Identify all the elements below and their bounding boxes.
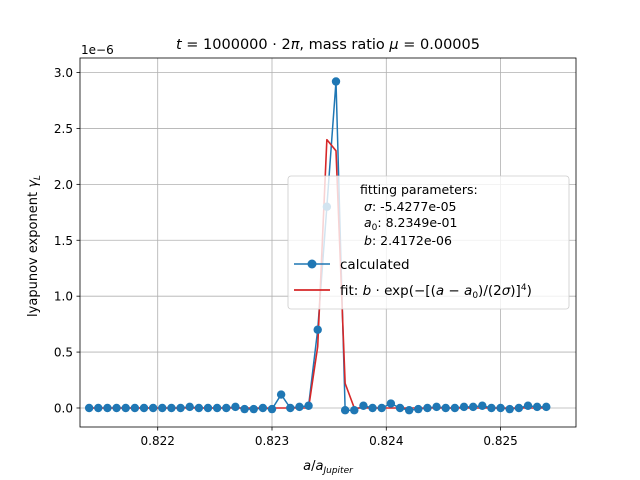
y-axis-label: lyapunov exponent γL — [26, 175, 43, 317]
data-point — [231, 402, 240, 412]
y-tick-label: 2.5 — [54, 122, 73, 136]
data-point — [286, 403, 295, 413]
data-point — [158, 403, 167, 413]
y-tick-label: 1.5 — [54, 234, 73, 248]
x-axis-label: a/aJupiter — [303, 459, 354, 476]
legend-box — [287, 175, 570, 310]
legend-header: fitting parameters: — [360, 182, 478, 197]
data-point — [258, 403, 268, 413]
data-point — [505, 404, 514, 414]
data-point — [139, 403, 149, 413]
legend-param-b: b: 2.4172e-06 — [364, 233, 452, 248]
data-point — [395, 403, 405, 413]
x-tick-label: 0.824 — [369, 434, 403, 448]
data-point — [295, 402, 304, 412]
data-point — [542, 402, 551, 412]
x-tick-label: 0.822 — [141, 434, 175, 448]
data-point — [404, 406, 414, 415]
y-tick-label: 0.5 — [54, 346, 73, 360]
data-point — [148, 403, 158, 413]
data-point — [459, 402, 469, 412]
data-point — [523, 401, 533, 410]
data-point — [441, 403, 450, 413]
y-tick-label: 1.0 — [54, 290, 73, 304]
data-point — [496, 403, 505, 413]
data-point — [478, 401, 487, 410]
data-point — [185, 402, 194, 412]
data-point — [121, 403, 130, 413]
data-point — [359, 401, 368, 410]
data-point — [313, 325, 322, 334]
legend: fitting parameters: σ: -5.4277e-05 a0: 8… — [287, 175, 570, 310]
data-point — [94, 403, 103, 413]
data-point — [212, 403, 222, 413]
data-point — [176, 403, 185, 413]
data-point — [203, 403, 213, 413]
data-point — [350, 406, 359, 415]
data-point — [276, 390, 286, 399]
data-point — [194, 403, 204, 413]
plot-data — [84, 77, 551, 415]
axis-ticks: 0.822 0.823 0.824 0.825 0.0 0.5 1.0 1.5 2.0 2.5 3.… — [54, 66, 518, 448]
legend-param-a0: a0: 8.2349e-01 — [364, 215, 457, 233]
data-point — [249, 404, 258, 414]
plot-frame — [79, 57, 577, 428]
x-tick-label: 0.825 — [483, 434, 517, 448]
data-point — [167, 403, 176, 413]
y-tick-label: 0.0 — [54, 401, 73, 415]
data-point — [240, 404, 249, 414]
data-point — [130, 403, 140, 413]
legend-param-sigma: σ: -5.4277e-05 — [364, 199, 456, 214]
data-point — [423, 403, 432, 413]
chart-title: t = 1000000 · 2π, mass ratio μ = 0.00005 — [176, 37, 480, 53]
data-point — [432, 402, 441, 412]
legend-marker-calculated-dot — [307, 259, 317, 269]
data-point — [487, 403, 496, 413]
legend-entry-calculated: calculated — [340, 257, 410, 273]
legend-entry-fit: fit: b · exp(−[(a − a0)/(2σ)]4) — [340, 283, 532, 301]
data-point — [468, 402, 478, 412]
data-point — [368, 403, 377, 413]
data-point — [267, 404, 277, 414]
data-point — [340, 406, 350, 415]
data-point — [222, 403, 231, 413]
data-point — [112, 403, 121, 413]
data-point — [414, 404, 423, 414]
data-point — [84, 403, 94, 413]
data-point — [450, 403, 460, 413]
data-point — [377, 403, 386, 413]
data-point — [386, 399, 396, 408]
y-tick-label: 3.0 — [54, 66, 73, 80]
y-offset-label: 1e−6 — [81, 43, 114, 57]
data-point — [103, 403, 112, 413]
y-tick-label: 2.0 — [54, 178, 73, 192]
data-point — [514, 403, 524, 413]
data-point — [304, 401, 313, 410]
data-point — [532, 402, 542, 412]
x-tick-label: 0.823 — [255, 434, 289, 448]
data-point — [331, 77, 341, 86]
